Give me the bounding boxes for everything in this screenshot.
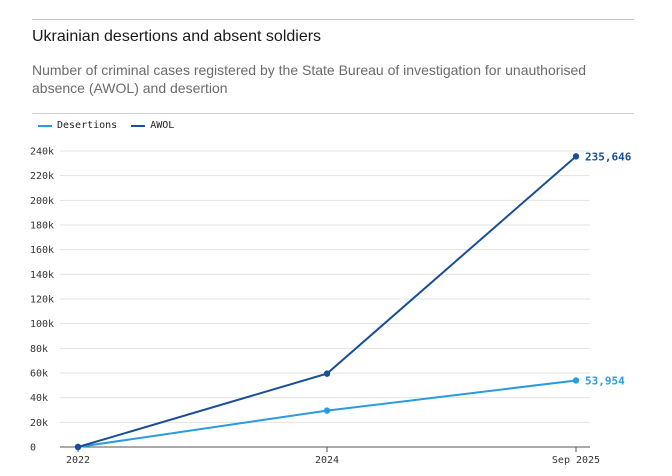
x-tick-label: 2022 (66, 455, 90, 466)
y-tick-label: 200k (30, 196, 54, 207)
y-tick-label: 0 (30, 443, 36, 454)
y-tick-label: 40k (30, 393, 48, 404)
y-tick-label: 180k (30, 221, 54, 232)
y-tick-label: 220k (30, 171, 54, 182)
legend-item-desertions: Desertions (38, 120, 117, 131)
data-point-awol (572, 153, 580, 160)
data-point-desertions (572, 377, 580, 384)
data-point-desertions (323, 407, 331, 414)
x-tick-label: 2024 (315, 455, 339, 466)
y-tick-label: 120k (30, 295, 54, 306)
y-tick-label: 160k (30, 245, 54, 256)
y-tick-label: 80k (30, 344, 48, 355)
y-tick-label: 20k (30, 418, 48, 429)
legend-swatch-awol (131, 124, 146, 127)
legend-item-awol: AWOL (131, 120, 174, 131)
chart-title: Ukrainian desertions and absent soldiers (32, 28, 322, 45)
y-tick-label: 60k (30, 369, 48, 380)
legend-swatch-desertions (38, 124, 52, 127)
y-tick-label: 140k (30, 270, 54, 281)
header-divider (32, 113, 634, 114)
legend-label-desertions: Desertions (57, 120, 118, 131)
end-label-desertions: 53,954 (585, 374, 625, 387)
chart-subtitle: Number of criminal cases registered by t… (32, 62, 587, 96)
x-tick-label: Sep 2025 (552, 455, 600, 466)
legend: Desertions AWOL (38, 120, 174, 131)
top-divider (32, 19, 634, 20)
y-tick-label: 240k (30, 147, 54, 158)
y-tick-label: 100k (30, 319, 54, 330)
data-point-awol (323, 370, 331, 377)
data-point-awol (74, 443, 82, 451)
legend-label-awol: AWOL (150, 120, 175, 131)
end-label-awol: 235,646 (585, 150, 632, 163)
